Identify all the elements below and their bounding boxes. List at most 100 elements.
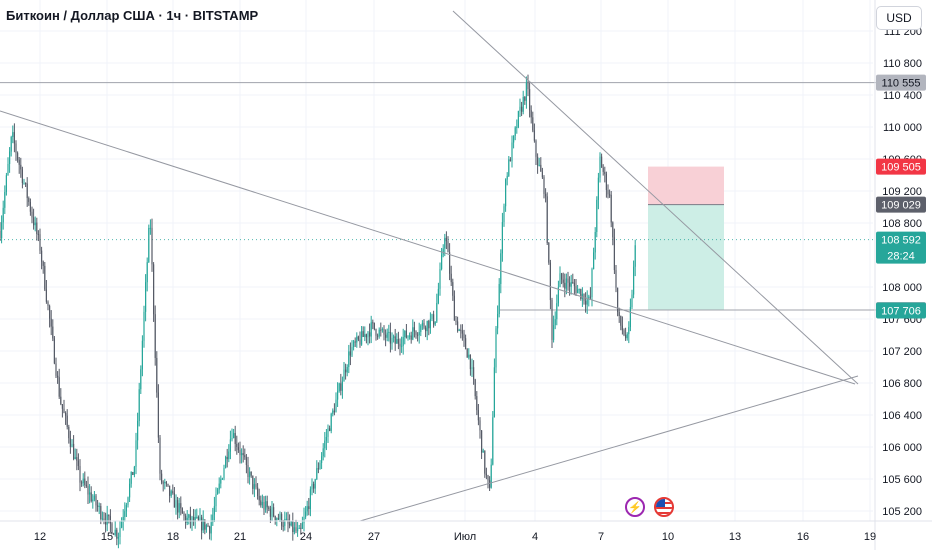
candle-body: [589, 296, 591, 298]
candle-body: [485, 473, 487, 476]
candle-body: [207, 524, 209, 527]
candle-body: [98, 506, 100, 508]
candle-body: [17, 152, 19, 160]
candle-body: [140, 369, 142, 390]
candle-body: [181, 508, 183, 514]
candle-body: [516, 126, 518, 128]
candle-body: [463, 333, 465, 339]
candle-body: [361, 331, 363, 345]
candle-body: [596, 199, 598, 232]
candle-body: [132, 471, 134, 475]
candle-body: [7, 164, 9, 176]
candle-body: [165, 482, 167, 484]
bar-countdown: 28:24: [887, 251, 915, 263]
candle-body: [557, 287, 559, 304]
candle-body: [625, 335, 627, 339]
trendlines[interactable]: [0, 10, 859, 522]
candle-body: [225, 456, 227, 469]
candle-body: [271, 507, 273, 517]
candles: [0, 74, 636, 549]
candle-body: [613, 237, 615, 271]
candle-body: [420, 325, 422, 333]
y-tick-label: 105 600: [882, 474, 922, 486]
candle-body: [276, 518, 278, 521]
candle-body: [145, 282, 147, 312]
x-tick-label: 16: [797, 531, 809, 543]
candle-body: [385, 334, 387, 338]
candle-body: [465, 338, 467, 350]
candle-body: [143, 311, 145, 341]
candle-body: [505, 179, 507, 207]
candle-body: [21, 169, 23, 183]
candle-body: [533, 130, 535, 141]
price-label-level: [876, 74, 926, 91]
candle-body: [84, 478, 86, 485]
candle-body: [356, 336, 358, 343]
candle-body: [597, 177, 599, 200]
currency-button[interactable]: USD: [876, 6, 922, 30]
candle-body: [5, 175, 7, 192]
candle-body: [370, 322, 372, 337]
candle-body: [313, 483, 315, 489]
candle-body: [340, 383, 342, 391]
candle-body: [34, 222, 36, 226]
candle-body: [82, 478, 84, 484]
candle-body: [460, 329, 462, 331]
candle-body: [602, 167, 604, 172]
candle-body: [173, 493, 175, 508]
candle-body: [481, 430, 483, 453]
candle-body: [69, 438, 71, 448]
candle-body: [489, 480, 491, 488]
candle-body: [68, 426, 70, 439]
candle-body: [413, 327, 415, 332]
steep-descending-trendline: [452, 10, 859, 385]
candle-body: [418, 332, 420, 336]
candle-body: [578, 289, 580, 291]
candle-body: [119, 527, 121, 538]
candle-body: [458, 329, 460, 331]
candle-body: [23, 182, 25, 184]
candle-body: [605, 173, 607, 190]
candle-body: [634, 245, 636, 267]
candle-body: [255, 484, 257, 488]
candle-body: [218, 483, 220, 490]
candle-body: [517, 111, 519, 127]
y-tick-label: 109 200: [882, 186, 922, 198]
candle-body: [628, 327, 630, 335]
time-axis[interactable]: 12 15 18 21 24 27 Июл 4 7 10 13 16 19: [0, 520, 932, 543]
long-position-tool[interactable]: [648, 166, 724, 311]
candle-body: [121, 521, 123, 528]
candle-body: [129, 483, 131, 498]
horizontal-levels[interactable]: [0, 82, 876, 311]
us-flag-icon[interactable]: [654, 497, 674, 517]
candle-body: [532, 117, 534, 131]
candle-body: [253, 484, 255, 489]
candle-body: [564, 282, 566, 289]
price-label-entry: [876, 196, 926, 213]
x-tick-label: 19: [864, 531, 876, 543]
candle-body: [210, 522, 212, 534]
candle-body: [437, 288, 439, 304]
candle-body: [577, 289, 579, 293]
candle-body: [421, 322, 423, 326]
candle-body: [477, 410, 479, 421]
candle-body: [215, 494, 217, 507]
candle-body: [604, 171, 606, 174]
price-label-target: [876, 302, 926, 319]
candle-body: [380, 329, 382, 331]
candle-body: [473, 367, 475, 380]
candle-body: [234, 433, 236, 444]
lightning-icon[interactable]: ⚡: [625, 497, 645, 517]
candle-body: [495, 328, 497, 368]
candle-body: [591, 269, 593, 298]
candle-body: [249, 471, 251, 477]
candle-body: [29, 201, 31, 212]
candle-body: [332, 410, 334, 414]
candle-body: [335, 399, 337, 413]
candle-body: [92, 499, 94, 502]
x-tick-label: 7: [598, 531, 604, 543]
candle-body: [186, 517, 188, 523]
candle-body: [519, 106, 521, 112]
